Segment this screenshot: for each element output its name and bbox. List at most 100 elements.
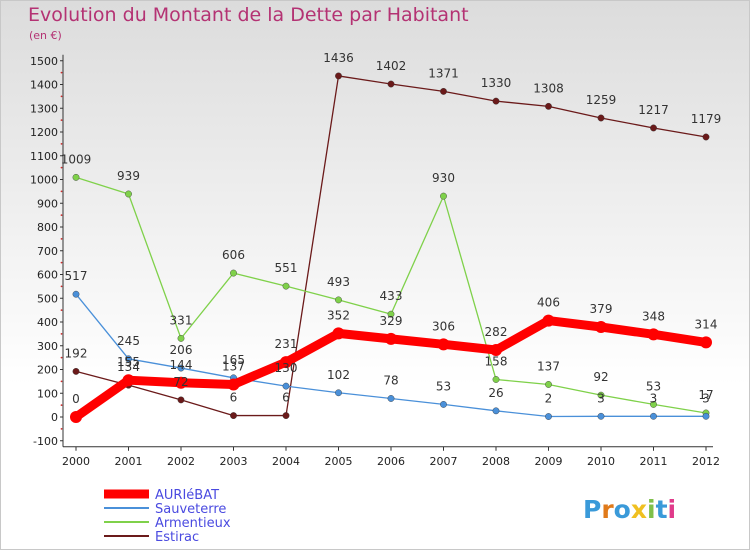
- data-label: 53: [436, 379, 451, 393]
- data-label: 379: [590, 302, 613, 316]
- data-point: [280, 356, 292, 369]
- y-minor-tick: [60, 95, 63, 98]
- y-minor-tick: [60, 214, 63, 217]
- y-tick-label: 1500: [30, 55, 58, 68]
- y-minor-tick: [60, 190, 63, 193]
- data-label: 1308: [533, 81, 564, 95]
- y-minor-tick: [60, 285, 63, 288]
- data-label: 3: [650, 391, 658, 405]
- data-point: [335, 296, 342, 304]
- data-label: 314: [695, 317, 718, 331]
- data-label: 137: [537, 359, 560, 373]
- x-tick-label: 2001: [115, 455, 143, 468]
- data-point: [700, 336, 712, 349]
- data-label: 134: [117, 360, 140, 374]
- y-tick-label: 1100: [30, 150, 58, 163]
- data-point: [227, 378, 240, 391]
- data-point: [177, 334, 185, 342]
- data-point: [385, 332, 397, 345]
- data-point: [282, 382, 290, 390]
- data-point: [490, 344, 502, 357]
- data-label: 348: [642, 309, 665, 323]
- data-label: 517: [65, 269, 88, 283]
- y-tick-label: 1400: [30, 79, 58, 92]
- y-tick-label: 900: [37, 197, 58, 210]
- y-minor-tick: [60, 380, 63, 383]
- y-minor-tick: [60, 332, 63, 335]
- y-tick-label: 400: [37, 316, 58, 329]
- x-tick-label: 2011: [640, 455, 668, 468]
- data-label: 72: [173, 375, 188, 389]
- data-label: 192: [65, 346, 88, 360]
- data-point: [72, 173, 80, 181]
- data-point: [125, 190, 132, 198]
- data-point: [72, 290, 80, 298]
- data-label: 1259: [586, 93, 617, 107]
- data-point: [175, 376, 187, 389]
- data-point: [702, 412, 710, 420]
- data-label: 206: [170, 343, 193, 357]
- x-tick-label: 2003: [220, 455, 248, 468]
- data-point: [545, 413, 552, 420]
- y-minor-tick: [60, 119, 63, 122]
- y-tick-label: 1200: [30, 126, 58, 139]
- data-point: [545, 381, 552, 388]
- data-point: [542, 314, 555, 327]
- y-tick-label: 100: [37, 387, 58, 400]
- data-label: 165: [222, 353, 245, 367]
- x-tick-label: 2010: [587, 455, 615, 468]
- data-point: [387, 310, 395, 318]
- data-point: [282, 282, 290, 290]
- data-point: [597, 114, 605, 122]
- data-label: 433: [380, 289, 403, 303]
- data-label: 144: [170, 358, 193, 372]
- data-label: 930: [432, 171, 455, 185]
- data-point: [595, 320, 607, 333]
- data-label: 17: [698, 388, 713, 402]
- data-point: [70, 411, 82, 423]
- y-minor-tick: [60, 71, 63, 74]
- legend-label-auriébat: AURIéBAT: [155, 488, 219, 503]
- data-point: [597, 412, 605, 420]
- data-point: [650, 124, 657, 132]
- y-minor-tick: [60, 166, 63, 169]
- data-point: [335, 389, 342, 397]
- data-point: [650, 401, 657, 408]
- y-tick-label: 800: [37, 221, 58, 234]
- data-label: 306: [432, 319, 455, 333]
- y-tick-label: 300: [37, 340, 58, 353]
- data-point: [492, 97, 500, 105]
- y-minor-tick: [60, 142, 63, 145]
- data-point: [230, 269, 237, 277]
- data-label: 3: [597, 391, 605, 405]
- data-label: 493: [327, 275, 350, 289]
- data-label: 137: [222, 359, 245, 373]
- data-point: [492, 407, 500, 415]
- x-tick-label: 2009: [535, 455, 563, 468]
- y-tick-label: -100: [33, 435, 58, 448]
- y-tick-label: 200: [37, 364, 58, 377]
- data-label: 551: [275, 261, 298, 275]
- data-label: 231: [275, 337, 298, 351]
- proxiti-logo: Proxiti: [583, 495, 676, 524]
- data-label: 130: [275, 361, 298, 375]
- data-point: [387, 395, 395, 402]
- data-label: 26: [488, 386, 503, 400]
- data-point: [332, 327, 345, 340]
- data-point: [177, 364, 185, 372]
- legend-label-estirac: Estirac: [155, 530, 199, 545]
- data-label: 1009: [61, 152, 92, 166]
- data-point: [440, 87, 447, 95]
- y-tick-label: 700: [37, 245, 58, 258]
- data-point: [387, 80, 395, 88]
- data-label: 78: [383, 373, 398, 387]
- data-point: [122, 374, 135, 387]
- y-tick-label: 500: [37, 292, 58, 305]
- data-label: 6: [282, 391, 290, 405]
- y-tick-label: 1000: [30, 174, 58, 187]
- data-label: 1371: [428, 66, 459, 80]
- y-tick-label: 600: [37, 269, 58, 282]
- y-tick-label: 1300: [30, 102, 58, 115]
- data-point: [437, 338, 450, 351]
